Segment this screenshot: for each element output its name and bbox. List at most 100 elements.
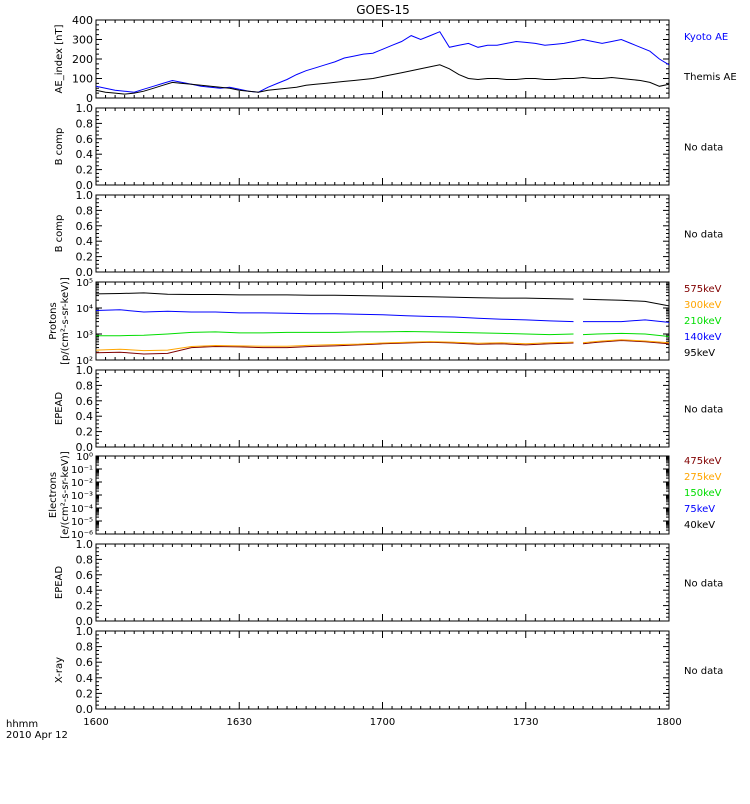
y-tick-label: 100: [72, 73, 93, 86]
y-tick-label: 10⁻⁴: [71, 504, 93, 515]
x-tick-label: 1700: [370, 717, 395, 728]
series-line-themis-ae: [95, 64, 670, 95]
panel-8: 0.0 0.2 0.4 0.6 0.8 1.0 X-ray No data: [54, 625, 723, 716]
y-tick-label: 0.2: [76, 426, 94, 439]
y-tick-label: 0.4: [76, 410, 94, 423]
y-tick-label: 0.6: [76, 395, 94, 408]
legend-label: 150keV: [684, 488, 722, 499]
series-line-95kev: [95, 292, 670, 307]
legend-label: 95keV: [684, 348, 715, 359]
y-tick-label: 0.8: [76, 117, 94, 130]
series-line-210kev: [95, 330, 670, 337]
y-tick-label: 10⁻⁶: [71, 530, 93, 541]
y-axis-unit-label: [e/(cm²-s-sr-keV)]: [60, 451, 71, 539]
y-tick-label: 10⁻²: [71, 478, 93, 489]
y-tick-label: 0.6: [76, 220, 94, 233]
y-tick-label: 200: [72, 53, 93, 66]
x-tick-label: 1800: [656, 717, 681, 728]
series-line-575kev: [95, 339, 670, 355]
plot-title: GOES-15: [356, 3, 410, 17]
y-tick-label: 0.0: [76, 703, 94, 716]
y-tick-label: 0.2: [76, 164, 94, 177]
series-line-140kev: [95, 309, 670, 323]
y-tick-label: 0.0: [76, 615, 94, 628]
panel-frame: [95, 630, 670, 710]
legend-label: 475keV: [684, 456, 722, 467]
y-tick-label: 0.6: [76, 569, 94, 582]
y-tick-label: 0.8: [76, 553, 94, 566]
y-tick-label: 300: [72, 34, 93, 47]
no-data-label: No data: [684, 230, 723, 241]
legend-label: 75keV: [684, 504, 715, 515]
no-data-label: No data: [684, 143, 723, 154]
y-axis-label: X-ray: [54, 657, 65, 683]
y-tick-label: 10⁻³: [71, 491, 93, 502]
y-axis-label: B comp: [54, 215, 65, 253]
y-tick-label: 0.6: [76, 656, 94, 669]
y-tick-label: 10⁻⁵: [71, 517, 93, 528]
x-axis-corner-label-date: 2010 Apr 12: [6, 730, 68, 741]
panel-frame: [95, 19, 670, 99]
legend-label: 40keV: [684, 520, 715, 531]
y-tick-label: 10⁻¹: [71, 465, 93, 476]
y-tick-label: 1.0: [76, 364, 94, 377]
y-axis-label: EPEAD: [54, 392, 65, 426]
y-tick-label: 1.0: [76, 102, 94, 115]
y-tick-label: 0.2: [76, 251, 94, 264]
panel-frame: [95, 455, 670, 535]
panel-frame: [95, 543, 670, 622]
y-tick-label: 0.0: [76, 179, 94, 192]
panel-5: 0.0 0.2 0.4 0.6 0.8 1.0 EPEAD No data: [54, 364, 723, 454]
y-tick-label: 1.0: [76, 538, 94, 551]
y-axis-label: Electrons: [48, 472, 59, 518]
y-axis-label: EPEAD: [54, 566, 65, 600]
y-tick-label: 0.6: [76, 133, 94, 146]
series-line-300kev: [95, 339, 670, 352]
x-tick-label: 1600: [83, 717, 108, 728]
y-tick-label: 10²: [76, 356, 93, 367]
panel-1: 0 100 200 300 400 AE_index [nT] Kyoto AE Themis…: [54, 14, 737, 105]
no-data-label: No data: [684, 405, 723, 416]
no-data-label: No data: [684, 579, 723, 590]
panel-2: 0.0 0.2 0.4 0.6 0.8 1.0 B comp No data: [54, 102, 723, 192]
y-tick-label: 400: [72, 14, 93, 27]
panel-frame: [95, 194, 670, 273]
y-tick-label: 0: [86, 92, 93, 105]
panel-6: 10⁻⁶ 10⁻⁵ 10⁻⁴ 10⁻³ 10⁻² 10⁻¹ 10⁰ Electrons [e/(…: [48, 451, 722, 541]
y-tick-label: 0.0: [76, 266, 94, 279]
y-tick-label: 10⁵: [76, 278, 93, 289]
legend-label: 300keV: [684, 300, 722, 311]
panel-7: 0.0 0.2 0.4 0.6 0.8 1.0 EPEAD No data: [54, 538, 723, 628]
x-axis-corner-label-hhmm: hhmm: [6, 719, 38, 730]
y-tick-label: 0.0: [76, 441, 94, 454]
panels: 0 100 200 300 400 AE_index [nT] Kyoto AE Themis…: [48, 14, 737, 728]
y-tick-label: 0.4: [76, 672, 94, 685]
legend-label: Kyoto AE: [684, 32, 728, 43]
panel-4: 10² 10³ 10⁴ 10⁵ Protons [p/(cm²-s-sr-keV)] 575…: [48, 277, 722, 367]
x-tick-label: 1630: [227, 717, 252, 728]
legend-label: Themis AE: [683, 72, 737, 83]
y-tick-label: 0.2: [76, 687, 94, 700]
legend-label: 210keV: [684, 316, 722, 327]
y-tick-label: 10⁴: [76, 304, 93, 315]
y-axis-unit-label: [p/(cm²-s-sr-keV)]: [60, 277, 71, 365]
y-tick-label: 0.4: [76, 235, 94, 248]
y-tick-label: 10⁰: [76, 452, 93, 463]
x-tick-label: 1730: [513, 717, 538, 728]
y-tick-label: 0.8: [76, 379, 94, 392]
panel-frame: [95, 369, 670, 448]
legend-label: 275keV: [684, 472, 722, 483]
y-tick-label: 0.8: [76, 641, 94, 654]
y-axis-label: B comp: [54, 128, 65, 166]
panel-3: 0.0 0.2 0.4 0.6 0.8 1.0 B comp No data: [54, 189, 723, 279]
y-tick-label: 0.4: [76, 584, 94, 597]
legend-label: 575keV: [684, 284, 722, 295]
y-tick-label: 1.0: [76, 189, 94, 202]
y-tick-label: 0.4: [76, 148, 94, 161]
panel-frame: [95, 107, 670, 186]
y-axis-label: Protons: [48, 302, 59, 339]
y-tick-label: 1.0: [76, 625, 94, 638]
y-tick-label: 0.8: [76, 204, 94, 217]
